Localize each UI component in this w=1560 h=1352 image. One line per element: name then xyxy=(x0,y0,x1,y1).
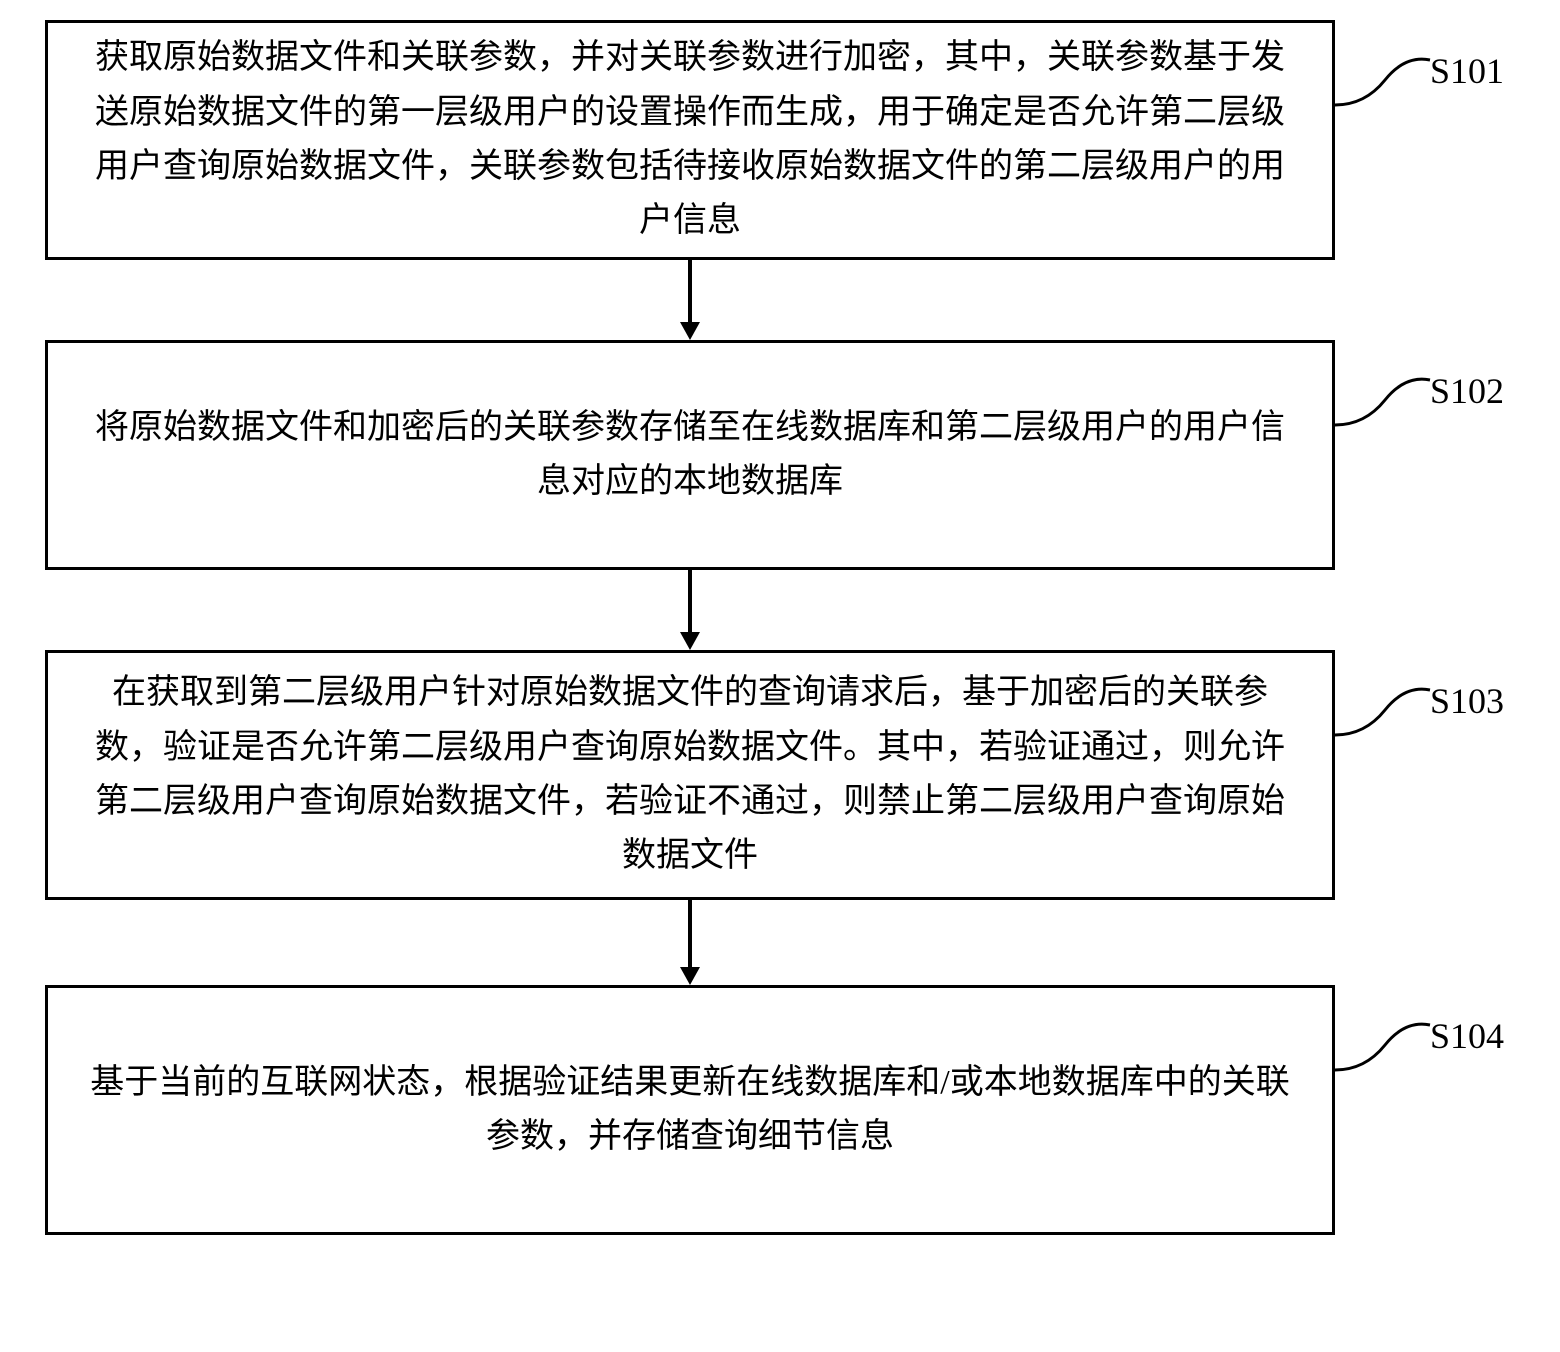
flowchart-canvas: 获取原始数据文件和关联参数，并对关联参数进行加密，其中，关联参数基于发送原始数据… xyxy=(0,0,1560,1352)
step-text-s101: 获取原始数据文件和关联参数，并对关联参数进行加密，其中，关联参数基于发送原始数据… xyxy=(88,31,1292,249)
step-box-s101: 获取原始数据文件和关联参数，并对关联参数进行加密，其中，关联参数基于发送原始数据… xyxy=(45,20,1335,260)
label-curve-s103 xyxy=(1335,680,1435,750)
arrow-s101-s102 xyxy=(680,322,700,340)
connector-s101-s102 xyxy=(688,260,692,322)
label-curve-s102 xyxy=(1335,370,1435,440)
connector-s102-s103 xyxy=(688,570,692,632)
step-text-s102: 将原始数据文件和加密后的关联参数存储至在线数据库和第二层级用户的用户信息对应的本… xyxy=(88,401,1292,510)
label-curve-s101 xyxy=(1335,50,1435,120)
connector-s103-s104 xyxy=(688,900,692,967)
step-box-s104: 基于当前的互联网状态，根据验证结果更新在线数据库和/或本地数据库中的关联参数，并… xyxy=(45,985,1335,1235)
arrow-s103-s104 xyxy=(680,967,700,985)
step-text-s104: 基于当前的互联网状态，根据验证结果更新在线数据库和/或本地数据库中的关联参数，并… xyxy=(88,1056,1292,1165)
step-label-s103: S103 xyxy=(1430,680,1504,722)
label-curve-s104 xyxy=(1335,1015,1435,1085)
step-box-s102: 将原始数据文件和加密后的关联参数存储至在线数据库和第二层级用户的用户信息对应的本… xyxy=(45,340,1335,570)
step-label-s104: S104 xyxy=(1430,1015,1504,1057)
step-text-s103: 在获取到第二层级用户针对原始数据文件的查询请求后，基于加密后的关联参数，验证是否… xyxy=(88,666,1292,884)
step-box-s103: 在获取到第二层级用户针对原始数据文件的查询请求后，基于加密后的关联参数，验证是否… xyxy=(45,650,1335,900)
arrow-s102-s103 xyxy=(680,632,700,650)
step-label-s101: S101 xyxy=(1430,50,1504,92)
step-label-s102: S102 xyxy=(1430,370,1504,412)
